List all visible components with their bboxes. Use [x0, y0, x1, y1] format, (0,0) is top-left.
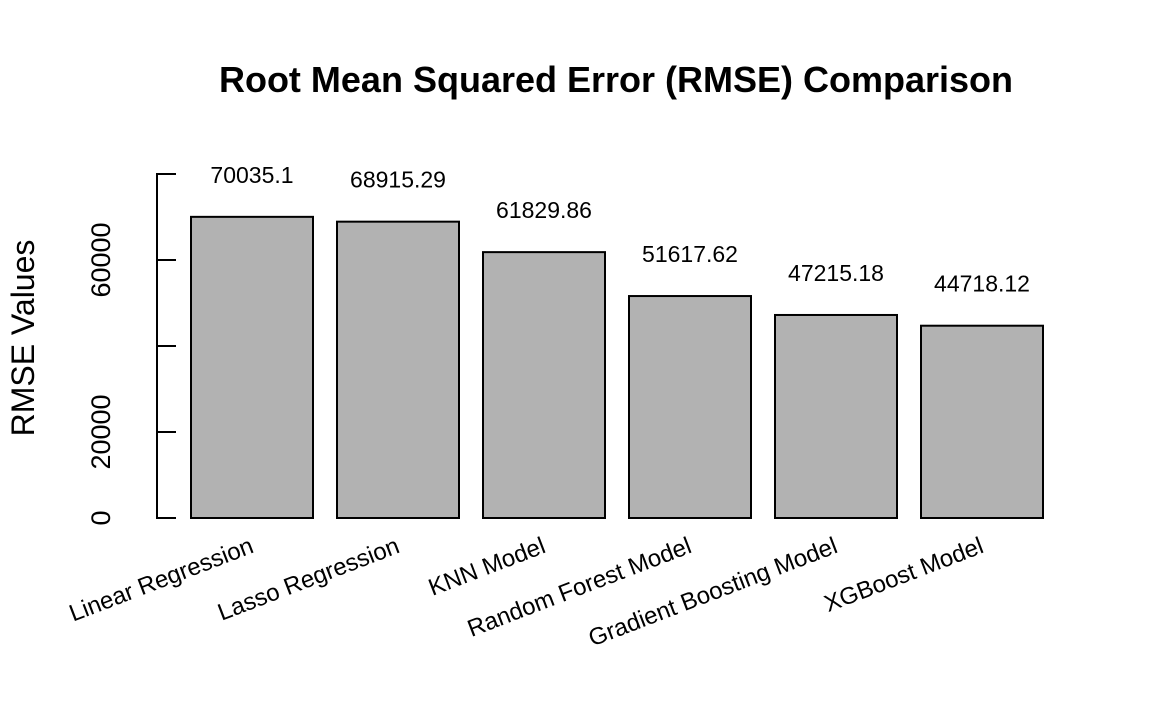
bar-value-label: 47215.18	[788, 260, 884, 286]
y-axis-label: RMSE Values	[5, 240, 41, 437]
bar	[920, 324, 1044, 520]
bars-group	[190, 215, 1044, 520]
category-label: Gradient Boosting Model	[585, 532, 841, 652]
y-tick-label: 60000	[86, 222, 116, 297]
bar	[482, 251, 606, 520]
y-axis: 0 20000 60000	[86, 173, 176, 526]
bar-value-label: 61829.86	[496, 197, 592, 223]
category-label: XGBoost Model	[821, 532, 988, 617]
bar-value-label: 44718.12	[934, 271, 1030, 297]
bar-value-label: 70035.1	[210, 162, 293, 188]
y-tick-label: 20000	[86, 394, 116, 469]
chart-title: Root Mean Squared Error (RMSE) Compariso…	[219, 59, 1013, 100]
bar	[628, 295, 752, 519]
bar	[774, 313, 898, 519]
bar-value-label: 68915.29	[350, 167, 446, 193]
bar-value-label: 51617.62	[642, 241, 738, 267]
y-tick-label: 0	[86, 510, 116, 525]
value-labels-group: 70035.1 68915.29 61829.86 51617.62 47215.18 4…	[210, 162, 1030, 297]
bar	[190, 215, 314, 520]
bar	[336, 220, 460, 519]
